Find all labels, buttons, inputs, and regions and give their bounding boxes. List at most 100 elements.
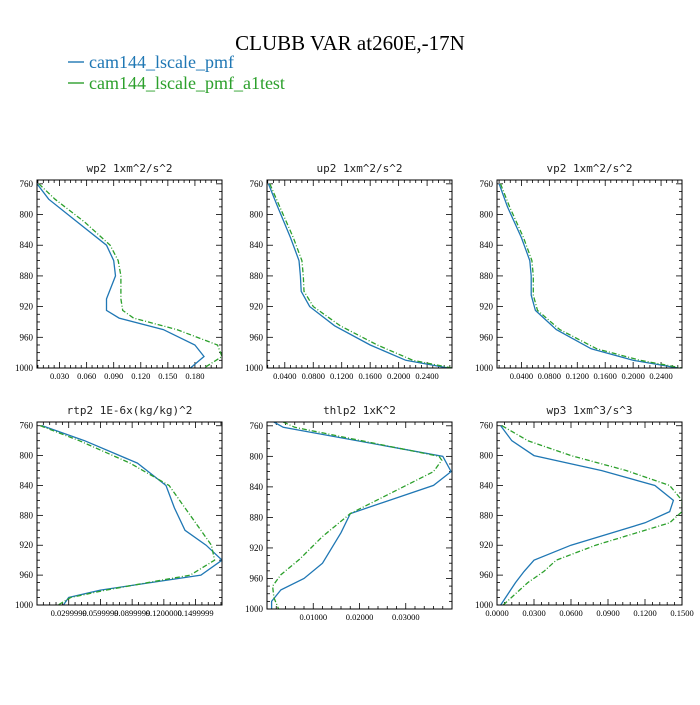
x-tick-label: 0.1500 [670,608,693,618]
series-line-1 [42,425,222,605]
y-tick-label: 880 [250,271,264,281]
y-tick-label: 1000 [245,363,264,373]
series-line-2 [38,183,222,368]
x-tick-label: 0.0800 [302,371,325,381]
y-tick-label: 880 [480,271,494,281]
y-tick-label: 760 [480,421,494,431]
series-line-1 [270,422,452,609]
panel-title: wp3 1xm^3/s^3 [546,404,632,417]
panel-frame [266,179,453,369]
x-tick-label: 0.0299999 [51,608,87,618]
y-tick-label: 920 [20,540,34,550]
y-tick-label: 880 [20,510,34,520]
x-tick-label: 0.1499999 [178,608,214,618]
x-tick-label: 0.090 [104,371,123,381]
y-tick-label: 880 [480,510,494,520]
series-line-2 [271,422,443,609]
series-line-2 [499,183,682,368]
y-tick-label: 760 [480,179,494,189]
series-line-1 [267,183,449,368]
y-tick-label: 1000 [475,363,494,373]
y-tick-label: 760 [250,179,264,189]
y-tick-label: 1000 [15,363,34,373]
panel-5: thlp2 1xK^2 760 800 840 880 920 960 1000 0.01000… [245,404,453,622]
y-tick-label: 760 [20,421,34,431]
x-tick-label: 0.0800 [538,371,561,381]
y-tick-label: 880 [20,271,34,281]
y-tick-label: 960 [480,570,494,580]
y-tick-label: 920 [480,302,494,312]
x-tick-label: 0.0300 [522,608,545,618]
series-line-1 [500,425,675,605]
panel-frame [496,421,683,606]
legend-label-2: cam144_lscale_pmf_a1test [89,73,285,93]
x-tick-label: 0.150 [158,371,177,381]
x-tick-label: 0.0599999 [82,608,118,618]
panel-3: vp2 1xm^2/s^2 760 800 840 880 920 960 1000 0.040… [475,162,683,381]
x-tick-label: 0.030 [50,371,69,381]
figure-legend: cam144_lscale_pmf cam144_lscale_pmf_a1te… [68,52,285,93]
y-tick-label: 960 [250,573,264,583]
x-tick-label: 0.120 [131,371,150,381]
x-tick-label: 0.03000 [392,612,420,622]
panel-title: vp2 1xm^2/s^2 [546,162,632,175]
x-tick-label: 0.1200 [566,371,589,381]
panel-1: wp2 1xm^2/s^2 760 800 840 880 920 960 1000 0.030… [15,162,223,381]
x-tick-label: 0.1600 [594,371,617,381]
y-tick-label: 960 [480,332,494,342]
panel-frame [36,421,223,606]
series-line-1 [37,183,205,368]
panel-title: thlp2 1xK^2 [323,404,396,417]
x-tick-label: 0.0400 [510,371,533,381]
series-line-2 [501,425,682,605]
panel-frame [266,421,453,610]
panel-title: rtp2 1E-6x(kg/kg)^2 [67,404,193,417]
x-tick-label: 0.1200 [330,371,353,381]
panel-title: up2 1xm^2/s^2 [316,162,402,175]
x-tick-label: 0.180 [185,371,204,381]
x-tick-label: 0.1600 [358,371,381,381]
x-tick-label: 0.2000 [387,371,410,381]
panel-frame [36,179,223,369]
y-tick-label: 800 [20,451,34,461]
panel-frame [496,179,683,369]
x-tick-label: 0.0600 [559,608,582,618]
y-tick-label: 1000 [475,600,494,610]
y-tick-label: 1000 [15,600,34,610]
figure-title: CLUBB VAR at260E,-17N [235,31,465,55]
panel-2: up2 1xm^2/s^2 760 800 840 880 920 960 1000 0.040… [245,162,453,381]
series-line-1 [498,183,679,368]
y-tick-label: 800 [20,210,34,220]
y-tick-label: 760 [250,421,264,431]
x-tick-label: 0.2400 [649,371,672,381]
panel-title: wp2 1xm^2/s^2 [86,162,172,175]
series-line-2 [269,183,452,368]
panel-6: wp3 1xm^3/s^3 760 800 840 880 920 960 10000.000… [475,404,694,618]
x-tick-label: 0.0400 [273,371,296,381]
x-tick-label: 0.2000 [621,371,644,381]
x-tick-label: 0.0899999 [114,608,150,618]
y-tick-label: 1000 [245,604,264,614]
y-tick-label: 960 [20,570,34,580]
y-tick-label: 840 [250,482,264,492]
panel-4: rtp2 1E-6x(kg/kg)^2 760 800 840 880 920 960 100… [15,404,223,618]
y-tick-label: 840 [480,240,494,250]
y-tick-label: 760 [20,179,34,189]
x-tick-label: 0.0900 [596,608,619,618]
x-tick-label: 0.1200 [633,608,656,618]
y-tick-label: 840 [20,240,34,250]
series-line-2 [39,425,216,605]
y-tick-label: 880 [250,512,264,522]
y-tick-label: 960 [250,332,264,342]
y-tick-label: 800 [250,210,264,220]
x-tick-label: 0.02000 [346,612,374,622]
y-tick-label: 800 [480,210,494,220]
y-tick-label: 800 [480,451,494,461]
x-tick-label: 0.0000 [485,608,508,618]
x-tick-label: 0.01000 [299,612,327,622]
legend-label-1: cam144_lscale_pmf [89,52,234,72]
y-tick-label: 840 [250,240,264,250]
y-tick-label: 920 [250,302,264,312]
